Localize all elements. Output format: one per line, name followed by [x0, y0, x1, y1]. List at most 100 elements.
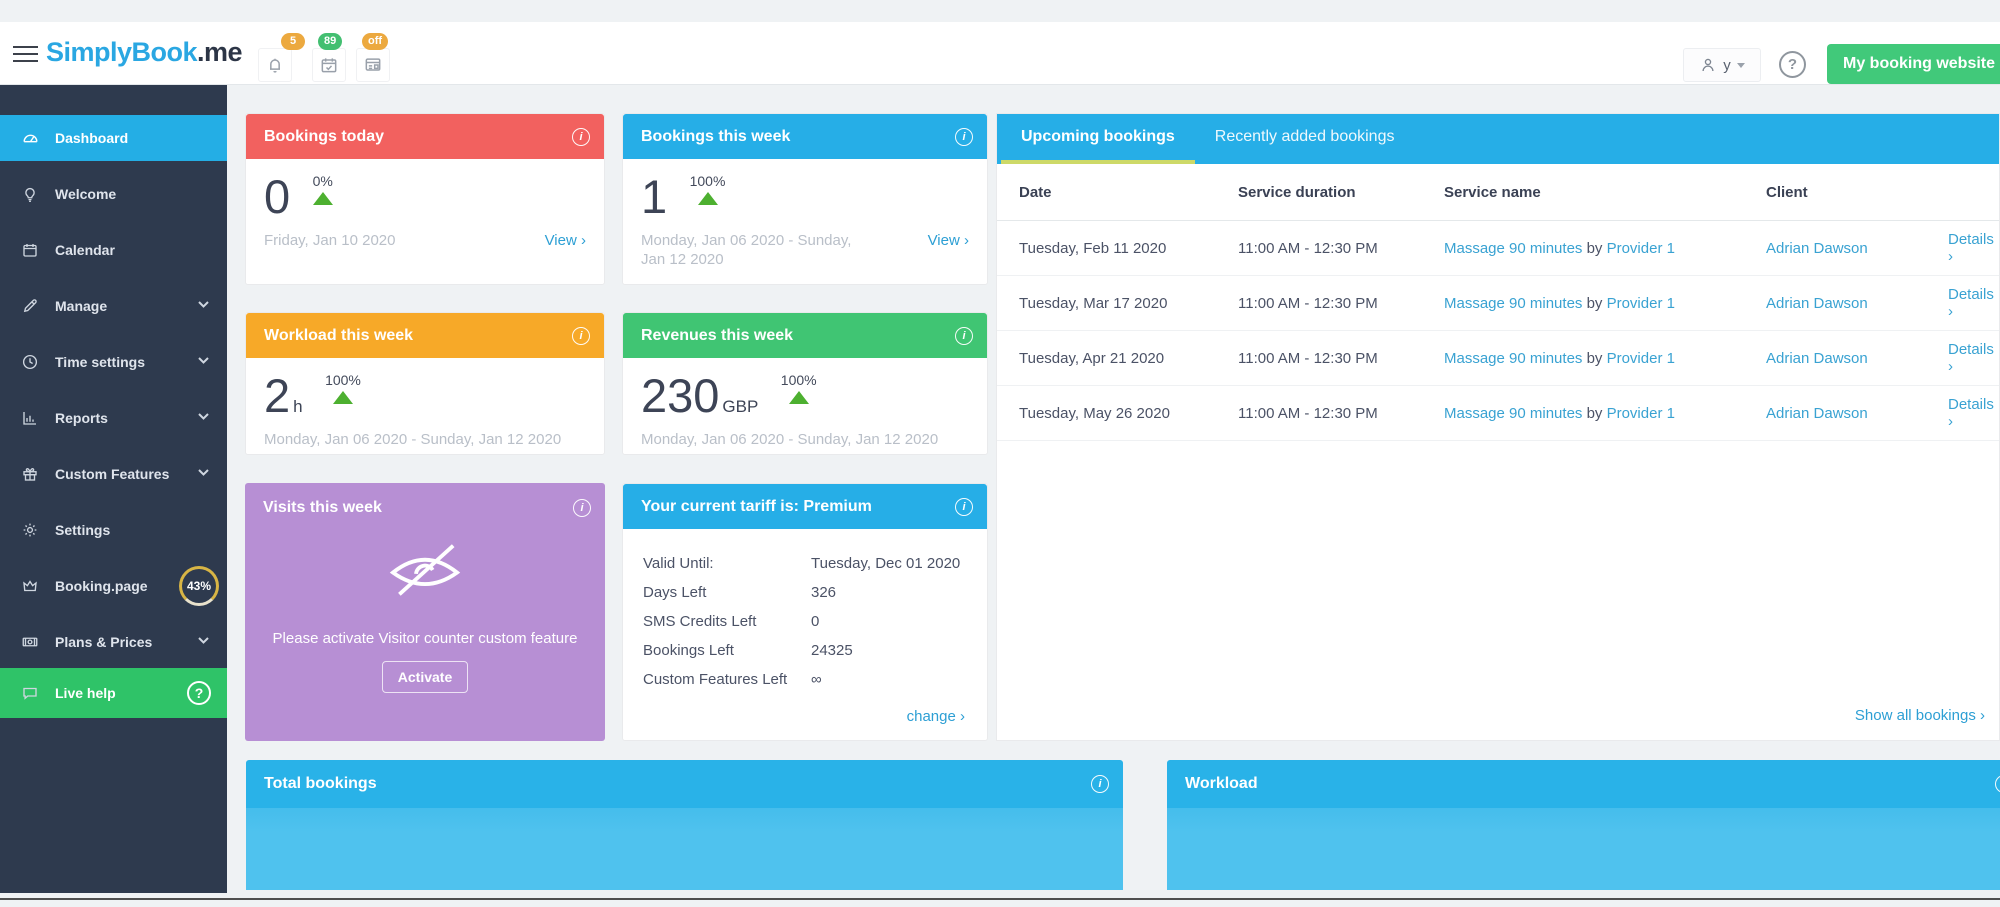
- info-icon[interactable]: [955, 127, 973, 146]
- details-link[interactable]: Details: [1948, 231, 1999, 265]
- sidebar-item-custom-features[interactable]: Custom Features: [0, 451, 227, 497]
- details-link[interactable]: Details: [1948, 341, 1999, 375]
- tariff-row: SMS Credits Left 0: [623, 607, 987, 636]
- info-icon[interactable]: [1995, 775, 2000, 793]
- provider-link[interactable]: Provider 1: [1606, 294, 1675, 312]
- sidebar-item-label: Plans & Prices: [55, 634, 153, 650]
- tariff-label: Days Left: [643, 584, 707, 601]
- visits-message: Please activate Visitor counter custom f…: [272, 630, 578, 647]
- tariff-header: Your current tariff is: Premium: [623, 484, 987, 529]
- sidebar-item-manage[interactable]: Manage: [0, 283, 227, 329]
- booking-row: Tuesday, May 26 2020 11:00 AM - 12:30 PM…: [997, 386, 1999, 441]
- workload-chart-header: Workload: [1167, 760, 2000, 808]
- bulb-icon: [20, 184, 40, 204]
- tariff-label: Bookings Left: [643, 642, 734, 659]
- info-icon[interactable]: [572, 326, 590, 345]
- notifications-button[interactable]: [258, 48, 292, 82]
- card-date: Friday, Jan 10 2020: [264, 232, 396, 249]
- booking-row: Tuesday, Mar 17 2020 11:00 AM - 12:30 PM…: [997, 276, 1999, 331]
- help-circle-icon: [187, 681, 211, 705]
- info-icon[interactable]: [573, 499, 591, 517]
- sidebar-item-time-settings[interactable]: Time settings: [0, 339, 227, 385]
- provider-link[interactable]: Provider 1: [1606, 349, 1675, 367]
- sidebar-item-settings[interactable]: Settings: [0, 507, 227, 553]
- window-bottom-edge: [0, 898, 2000, 900]
- tariff-card: Your current tariff is: Premium Valid Un…: [622, 483, 988, 741]
- chevron-down-icon: [198, 413, 209, 420]
- client-link[interactable]: Adrian Dawson: [1766, 239, 1868, 257]
- info-icon[interactable]: [955, 326, 973, 345]
- calendar-check-icon: [319, 55, 339, 75]
- client-link[interactable]: Adrian Dawson: [1766, 349, 1868, 367]
- details-link[interactable]: Details: [1948, 396, 1999, 430]
- chevron-down-icon: [198, 357, 209, 364]
- sidebar-item-label: Calendar: [55, 242, 115, 258]
- user-name: y: [1723, 56, 1731, 74]
- sidebar-item-label: Manage: [55, 298, 108, 314]
- sidebar-item-dashboard[interactable]: Dashboard: [0, 115, 227, 161]
- activate-button[interactable]: Activate: [382, 661, 468, 693]
- tariff-label: Custom Features Left: [643, 671, 788, 688]
- info-icon[interactable]: [1091, 775, 1109, 793]
- brand-logo[interactable]: SimplyBook.me: [46, 37, 243, 68]
- booking-date: Tuesday, Mar 17 2020: [1019, 294, 1168, 312]
- view-link[interactable]: View: [545, 232, 586, 249]
- view-link[interactable]: View: [928, 232, 969, 249]
- chevron-down-icon: [198, 637, 209, 644]
- bookings-approve-button[interactable]: [312, 48, 346, 82]
- my-booking-website-button[interactable]: My booking website: [1827, 44, 2000, 84]
- sidebar-item-plans-prices[interactable]: Plans & Prices: [0, 619, 227, 665]
- gear-icon: [20, 520, 40, 540]
- service-link[interactable]: Massage 90 minutes: [1444, 404, 1583, 422]
- tariff-value: 0: [811, 613, 820, 630]
- col-service-name: Service name: [1444, 183, 1541, 201]
- tariff-row: Days Left 326: [623, 578, 987, 607]
- hamburger-menu-icon[interactable]: [13, 46, 38, 62]
- provider-link[interactable]: Provider 1: [1606, 404, 1675, 422]
- bookings-week-header: Bookings this week: [623, 114, 987, 159]
- workload-week-value: 2: [264, 369, 291, 422]
- sidebar-item-label: Booking.page: [55, 578, 148, 594]
- service-link[interactable]: Massage 90 minutes: [1444, 294, 1583, 312]
- sidebar-item-live-help[interactable]: Live help: [0, 668, 227, 718]
- service-link[interactable]: Massage 90 minutes: [1444, 239, 1583, 257]
- crown-icon: [20, 576, 40, 596]
- sidebar-item-label: Reports: [55, 410, 108, 426]
- pencil-icon: [20, 296, 40, 316]
- bookings-panel: Upcoming bookings Recently added booking…: [996, 113, 2000, 741]
- sidebar-item-booking-page[interactable]: Booking.page 43%: [0, 563, 227, 609]
- sidebar-item-label: Custom Features: [55, 466, 170, 482]
- brand-suffix: .me: [197, 37, 243, 67]
- percent-value: 100%: [780, 372, 817, 388]
- live-help-label: Live help: [55, 685, 116, 701]
- total-bookings-chart-header: Total bookings: [246, 760, 1123, 808]
- tariff-row: Custom Features Left ∞: [623, 665, 987, 694]
- info-icon[interactable]: [572, 127, 590, 146]
- details-link[interactable]: Details: [1948, 286, 1999, 320]
- tab-recently-added-bookings[interactable]: Recently added bookings: [1214, 128, 1395, 145]
- user-icon: [1699, 56, 1717, 74]
- show-all-bookings-link[interactable]: Show all bookings: [1855, 707, 1985, 724]
- client-link[interactable]: Adrian Dawson: [1766, 294, 1868, 312]
- news-button[interactable]: [356, 48, 390, 82]
- sidebar-item-calendar[interactable]: Calendar: [0, 227, 227, 273]
- user-menu[interactable]: y: [1683, 48, 1761, 82]
- service-link[interactable]: Massage 90 minutes: [1444, 349, 1583, 367]
- tab-upcoming-bookings[interactable]: Upcoming bookings: [1001, 114, 1195, 164]
- sidebar-item-label: Settings: [55, 522, 111, 538]
- client-link[interactable]: Adrian Dawson: [1766, 404, 1868, 422]
- change-tariff-link[interactable]: change: [907, 708, 965, 725]
- progress-ring-badge[interactable]: 43%: [179, 566, 219, 606]
- sidebar-item-welcome[interactable]: Welcome: [0, 171, 227, 217]
- bookings-today-value: 0: [264, 170, 291, 223]
- provider-link[interactable]: Provider 1: [1606, 239, 1675, 257]
- trend-up-icon: [332, 391, 353, 404]
- workload-week-header: Workload this week: [246, 313, 604, 358]
- info-icon[interactable]: [955, 497, 973, 516]
- chevron-down-icon: [198, 301, 209, 308]
- card-date: Monday, Jan 06 2020 - Sunday, Jan 12 202…: [641, 431, 939, 448]
- help-button[interactable]: [1779, 51, 1806, 78]
- sidebar-item-reports[interactable]: Reports: [0, 395, 227, 441]
- by-word: by: [1586, 404, 1603, 422]
